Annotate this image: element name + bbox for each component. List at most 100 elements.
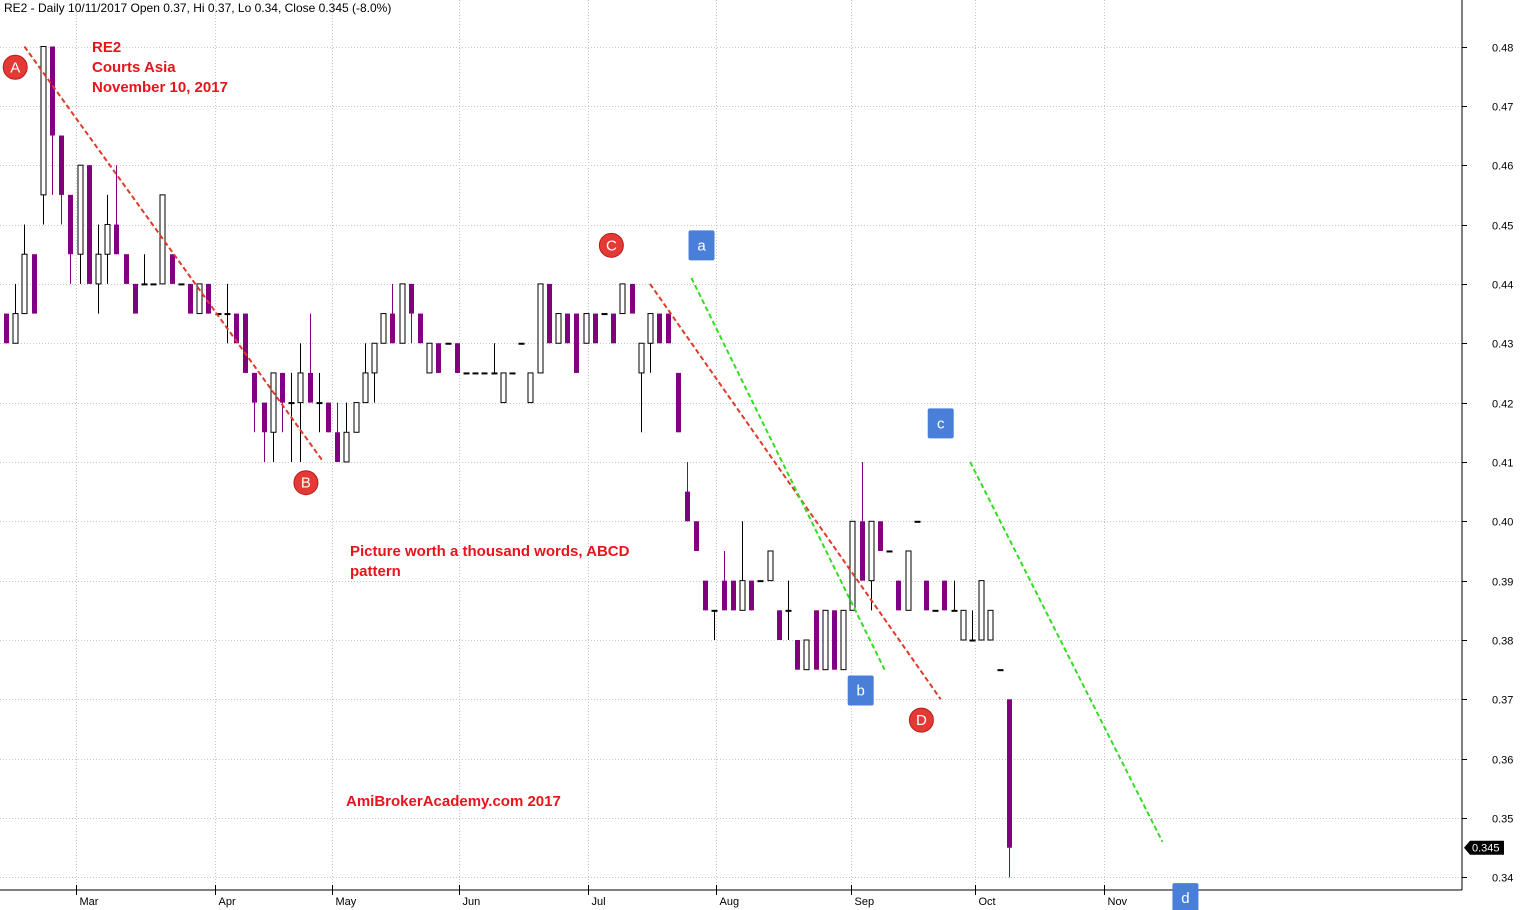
candle [206, 283, 211, 314]
candle-body-bull [555, 313, 562, 344]
candle [860, 461, 865, 581]
candle [914, 520, 921, 523]
candle [757, 580, 764, 583]
candle [924, 580, 929, 611]
candle [141, 254, 148, 286]
candle-body-bear [188, 283, 193, 314]
candle-body-bull [362, 372, 369, 404]
candle [978, 580, 985, 641]
candle [814, 610, 819, 670]
candle [32, 254, 37, 314]
candle [987, 609, 994, 641]
candle [362, 343, 369, 404]
marker-square [847, 675, 874, 706]
candle-body-bull [840, 609, 847, 671]
candle-body-bear [630, 283, 635, 314]
candle-body-bull [619, 283, 626, 315]
candle-body-bear [50, 46, 55, 136]
candle-body-bear [657, 313, 662, 344]
candle [87, 165, 92, 284]
candle-body-bull [178, 283, 185, 286]
candle [77, 164, 84, 284]
candle-body-bull [868, 520, 875, 582]
candle-body-bear [832, 610, 837, 670]
marker-A: A [2, 54, 28, 80]
y-tick-label: 0.35 [1492, 814, 1513, 826]
candle-body-bull [822, 609, 829, 671]
candle-body-bull [500, 372, 507, 404]
caption-line-2: pattern [350, 563, 401, 580]
candle [4, 313, 9, 344]
caption-block: Picture worth a thousand words, ABCD pat… [350, 543, 630, 580]
marker-C: C [598, 232, 624, 258]
marker-square [927, 408, 954, 439]
candle-body-bull [95, 253, 102, 285]
candle-body-bear [924, 580, 929, 611]
candle [170, 254, 175, 284]
candle-body-bear [942, 580, 947, 611]
candle [252, 372, 257, 433]
candle [50, 46, 55, 195]
marker-circle [598, 232, 624, 258]
y-tick-label: 0.43 [1492, 339, 1513, 351]
candle [491, 343, 498, 375]
candle-body-bear [814, 610, 819, 670]
candle [942, 580, 947, 611]
candle [335, 402, 340, 462]
candle-body-bear [59, 135, 64, 195]
candle-body-bull [886, 550, 893, 553]
candle [399, 283, 406, 344]
marker-B: B [293, 470, 319, 496]
candle [262, 402, 267, 462]
candle [951, 580, 958, 612]
candle [785, 580, 792, 640]
candle-body-bear [280, 372, 285, 403]
candle-body-bear [547, 283, 552, 344]
candle [886, 550, 893, 553]
candle [463, 372, 470, 375]
candle-body-bull [481, 372, 488, 375]
marker-circle [2, 54, 28, 80]
candle [159, 194, 166, 285]
candle-body-bear [694, 521, 699, 551]
candle-body-bull [77, 164, 84, 255]
candle-body-bear [565, 313, 570, 344]
candle [739, 521, 746, 611]
candle [59, 135, 64, 225]
candle [731, 580, 736, 611]
candle [997, 669, 1004, 672]
candle-body-bull [353, 402, 360, 433]
candle [371, 342, 378, 403]
marker-label: B [301, 475, 311, 492]
y-tick-label: 0.39 [1492, 577, 1513, 589]
title-ticker: RE2 [92, 39, 121, 56]
candle [95, 224, 102, 314]
candle [243, 313, 248, 373]
candle-body-bear [133, 283, 138, 314]
marker-square [688, 230, 715, 261]
candle-body-bear [390, 313, 395, 344]
candle [518, 342, 525, 345]
candle [436, 343, 441, 373]
candle [500, 372, 507, 404]
y-tick-label: 0.46 [1492, 161, 1513, 173]
candle-body-bear [32, 254, 37, 314]
candle [676, 372, 681, 433]
candle-body-bear [666, 313, 671, 344]
candle [114, 165, 119, 255]
candle [68, 194, 73, 284]
candle [960, 609, 967, 641]
candle [537, 283, 544, 374]
candle-body-bull [932, 609, 939, 612]
candle-body-bull [21, 253, 28, 315]
candle-body-bull [40, 46, 47, 196]
candle-body-bear [243, 313, 248, 373]
y-tick-label: 0.44 [1492, 280, 1513, 292]
candle-body-bull [785, 609, 792, 612]
candle-body-bull [803, 639, 810, 671]
candle-body-bear [308, 372, 313, 403]
candle-body-bull [537, 283, 544, 374]
marker-label: c [937, 415, 945, 432]
marker-label: C [606, 237, 617, 254]
